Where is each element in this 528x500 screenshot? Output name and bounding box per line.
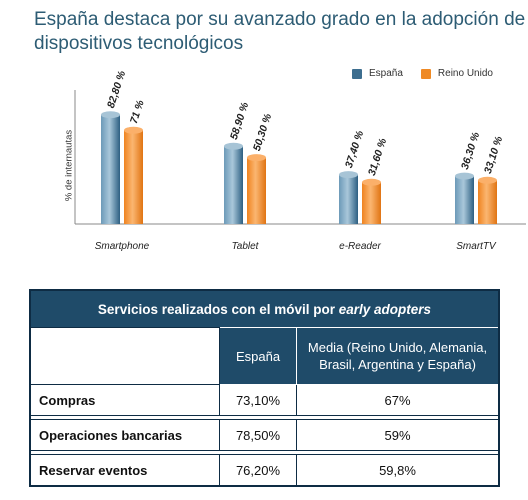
bar-top-uk-smartphone xyxy=(124,126,143,134)
legend-item-spain: España xyxy=(352,68,403,79)
bar-spain-e-reader xyxy=(339,174,358,224)
bar-top-uk-tablet xyxy=(247,154,266,162)
row-cell-spain: 73,10% xyxy=(219,384,297,416)
data-label: 36,30 % xyxy=(459,130,483,171)
legend-item-uk: Reino Unido xyxy=(420,68,493,79)
table-row: Compras 73,10% 67% xyxy=(29,384,500,416)
bar-spain-smarttv xyxy=(455,176,474,224)
bar-top-spain-smartphone xyxy=(101,111,120,119)
services-table: Servicios realizados con el móvil por ea… xyxy=(29,289,500,487)
bar-uk-tablet xyxy=(247,157,266,224)
bar-top-uk-e-reader xyxy=(362,178,381,186)
legend-label-spain: España xyxy=(369,68,403,79)
legend-label-uk: Reino Unido xyxy=(437,68,493,79)
y-axis-label: % de internautas xyxy=(63,129,75,202)
data-label: 37,40 % xyxy=(343,129,367,170)
data-label: 33,10 % xyxy=(482,134,506,175)
category-label: SmartTV xyxy=(456,241,497,252)
bar-uk-smarttv xyxy=(478,180,497,224)
table-header-spain: España xyxy=(219,327,297,385)
bar-uk-smartphone xyxy=(124,130,143,224)
row-cell-spain: 76,20% xyxy=(219,454,297,487)
bar-chart: 82,80 %71 % Smartphone 58,90 % 50,30 % Table… xyxy=(74,69,526,252)
legend-swatch-uk xyxy=(420,68,431,79)
bar-top-uk-smarttv xyxy=(478,176,497,184)
row-gap xyxy=(29,450,500,455)
row-cell-spain: 78,50% xyxy=(219,419,297,451)
row-cell-media: 59% xyxy=(296,419,500,451)
bar-top-spain-smarttv xyxy=(455,172,474,180)
table-title-text: Servicios realizados con el móvil por xyxy=(97,301,339,317)
table-header-empty xyxy=(29,327,220,385)
table-header-media: Media (Reino Unido, Alemania, Brasil, Ar… xyxy=(296,327,500,385)
bar-top-spain-tablet xyxy=(224,142,243,150)
legend-swatch-spain xyxy=(352,68,362,79)
page-title: España destaca por su avanzado grado en … xyxy=(34,9,526,54)
category-label: Smartphone xyxy=(95,241,150,252)
data-label: 50,30 % xyxy=(251,112,275,153)
chart-legend: España Reino Unido xyxy=(352,68,511,79)
table-title-italic: early adopters xyxy=(338,301,432,317)
table-row: Reservar eventos 76,20% 59,8% xyxy=(29,454,500,487)
data-label: 82,80 % xyxy=(105,69,129,110)
row-cell-media: 59,8% xyxy=(296,454,500,487)
data-label: 58,90 % xyxy=(228,100,252,141)
category-label: Tablet xyxy=(232,241,260,252)
bar-spain-smartphone xyxy=(101,114,120,224)
table-title: Servicios realizados con el móvil por ea… xyxy=(30,290,499,328)
bar-top-spain-e-reader xyxy=(339,171,358,179)
bar-spain-tablet xyxy=(224,146,243,224)
data-label: 31,60 % xyxy=(366,136,390,177)
row-label: Compras xyxy=(29,384,220,416)
row-label: Operaciones bancarias xyxy=(29,419,220,451)
category-label: e-Reader xyxy=(339,241,381,252)
row-label: Reservar eventos xyxy=(29,454,220,487)
data-label: 71 % xyxy=(128,98,147,125)
table-row: Operaciones bancarias 78,50% 59% xyxy=(29,419,500,451)
row-cell-media: 67% xyxy=(296,384,500,416)
row-gap xyxy=(29,415,500,420)
bar-uk-e-reader xyxy=(362,182,381,224)
